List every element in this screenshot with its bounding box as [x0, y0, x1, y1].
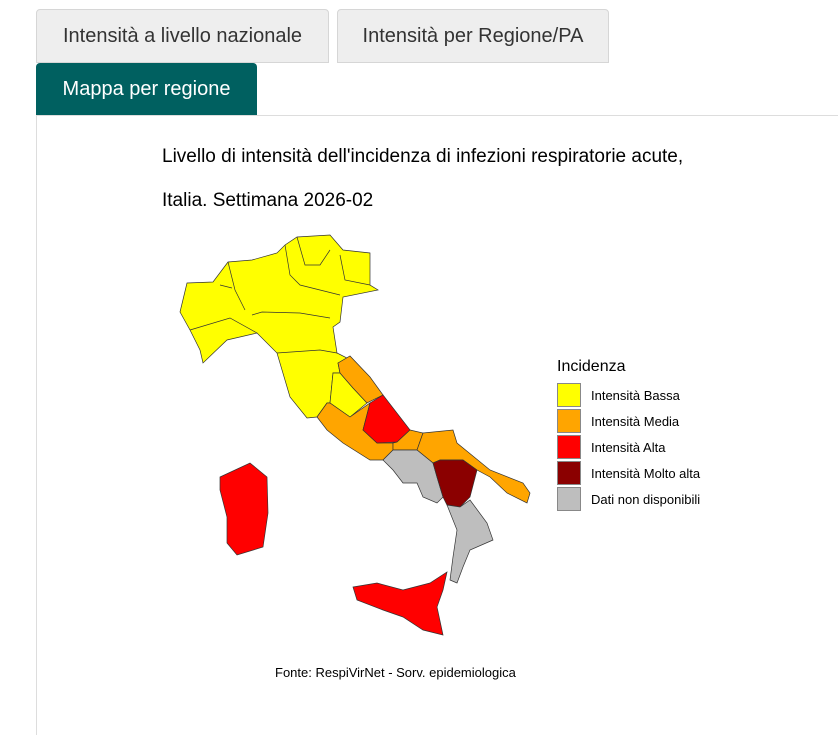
legend-item: Intensità Molto alta [557, 461, 700, 485]
legend-swatch [557, 383, 581, 407]
region-marche [337, 355, 384, 404]
legend-label: Dati non disponibili [591, 491, 701, 507]
region-abruzzo [362, 394, 411, 444]
north-borders [189, 236, 371, 354]
region-sicilia [352, 571, 448, 636]
legend-label: Intensità Alta [591, 439, 666, 455]
legend-swatch [557, 487, 581, 511]
tab-regional-intensity[interactable]: Intensità per Regione/PA [337, 9, 609, 63]
legend-swatch [557, 435, 581, 459]
legend-item: Intensità Bassa [557, 383, 680, 407]
legend-label: Intensità Molto alta [591, 465, 701, 481]
legend-title: Incidenza [557, 358, 626, 375]
region-sardegna [219, 462, 269, 556]
legend-label: Intensità Bassa [591, 387, 680, 403]
legend-label: Intensità Media [591, 413, 680, 429]
legend-swatch [557, 461, 581, 485]
region-calabria [446, 499, 494, 584]
tab-region-map[interactable]: Mappa per regione [36, 63, 257, 116]
map-title-line2: Italia. Settimana 2026-02 [162, 190, 374, 211]
legend-item: Intensità Alta [557, 435, 665, 459]
legend-swatch [557, 409, 581, 433]
map-source: Fonte: RespiVirNet - Sorv. epidemiologic… [275, 665, 516, 680]
region-lazio [316, 402, 394, 461]
legend-item: Dati non disponibili [557, 487, 700, 511]
tab-national-intensity[interactable]: Intensità a livello nazionale [36, 9, 329, 63]
tab-content-panel [36, 115, 838, 735]
legend-item: Intensità Media [557, 409, 679, 433]
region-campania [382, 449, 444, 504]
map-title-line1: Livello di intensità dell'incidenza di i… [162, 146, 684, 167]
